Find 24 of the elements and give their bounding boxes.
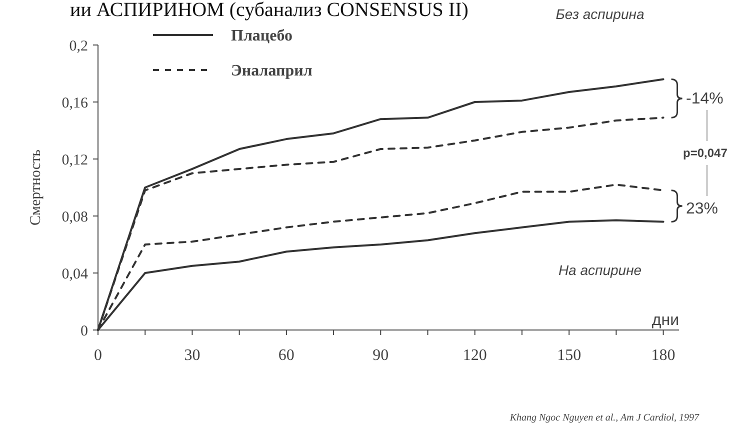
x-tick-label: 60 <box>278 347 294 364</box>
text: 23% <box>686 200 718 218</box>
text: Без аспирина <box>556 6 644 22</box>
text: p=0,047 <box>683 146 728 160</box>
x-axis-title: дни <box>652 312 679 329</box>
x-tick-label: 180 <box>651 347 676 364</box>
legend-label: Эналаприл <box>231 62 312 80</box>
x-tick-label: 120 <box>462 347 487 364</box>
x-tick-label: 150 <box>557 347 582 364</box>
x-tick-label: 30 <box>184 347 200 364</box>
annotation: На аспирине <box>558 262 642 278</box>
y-axis-title: Смертность <box>28 149 44 226</box>
y-tick-label: 0,16 <box>62 95 88 112</box>
chart-title: ии АСПИРИНОМ (субанализ CONSENSUS II) <box>70 0 468 21</box>
y-tick-label: 0,2 <box>69 38 88 54</box>
y-tick-label: 0 <box>80 323 88 340</box>
y-tick-label: 0,12 <box>62 152 88 168</box>
x-tick-label: 0 <box>94 347 102 364</box>
x-tick-label: 90 <box>372 347 389 364</box>
y-tick-label: 0,04 <box>62 266 88 282</box>
y-tick-label: 0,08 <box>62 209 88 226</box>
legend-label: Плацебо <box>231 28 293 45</box>
text: -14% <box>686 90 724 108</box>
text: Khang Ngoc Nguyen et al., Am J Cardiol, 1997 <box>508 412 700 424</box>
